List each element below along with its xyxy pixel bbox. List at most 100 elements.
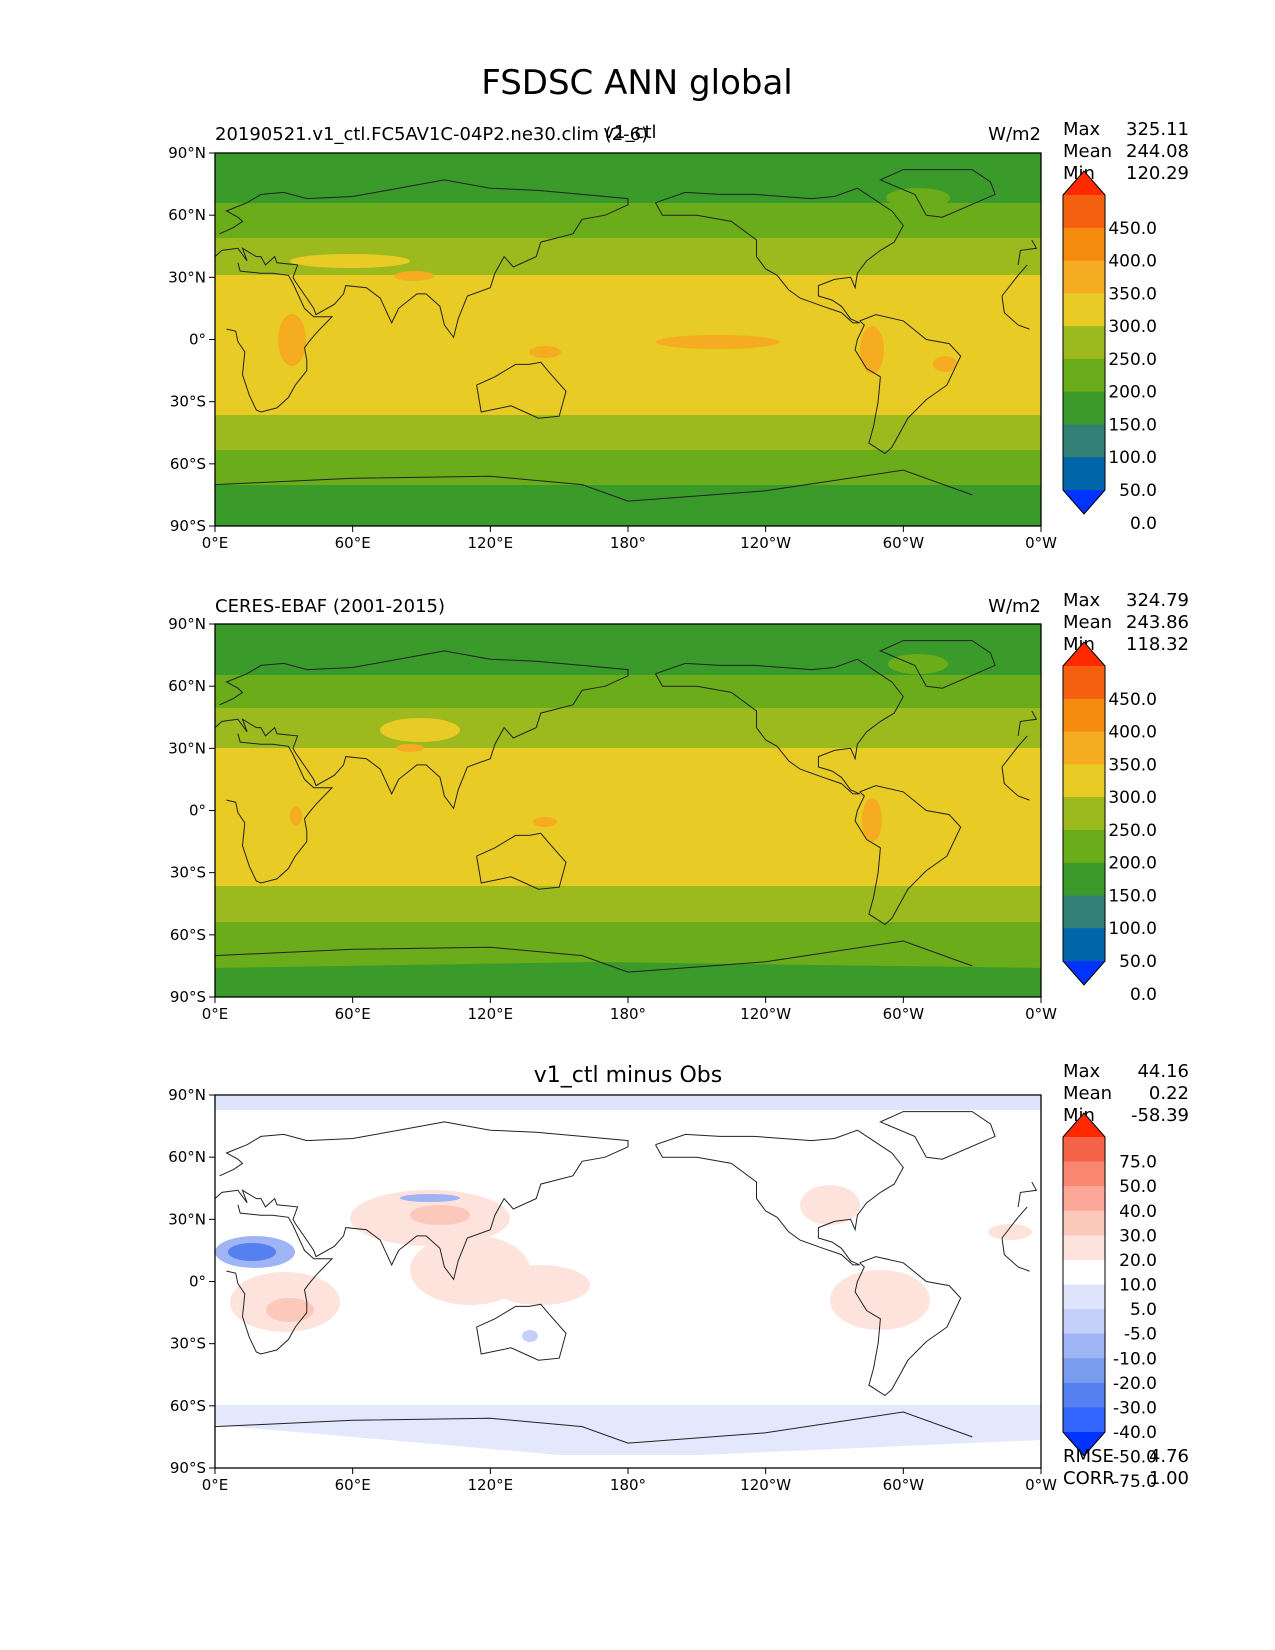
colorbar-band — [1063, 797, 1105, 831]
panel-diff: v1_ctl minus Obs 90°N60°N30°N0°30°S60°S9… — [168, 1061, 1189, 1494]
panel-model-center-title: v1_ctl — [603, 122, 656, 143]
colorbar-band — [1063, 424, 1105, 458]
colorbar-band — [1063, 928, 1105, 962]
stat-value-max: 324.79 — [1126, 590, 1189, 611]
colorbar-band — [1063, 666, 1105, 700]
colorbar-diff: 75.0 50.0 40.0 30.0 20.0 10.0 5.0 -5.0 -10.0 -20.… — [1062, 1112, 1157, 1492]
colorbar-model: 450.0 400.0 350.0 300.0 250.0 200.0 150.0 100.0… — [1062, 170, 1157, 534]
stat-value-rmse: 4.76 — [1149, 1446, 1189, 1467]
colorbar-band — [1063, 293, 1105, 327]
colorbar-extend-max — [1063, 1113, 1105, 1137]
colorbar-extend-min — [1063, 490, 1105, 514]
coastline — [655, 1129, 904, 1266]
coastline — [879, 169, 996, 218]
stat-value-mean: 0.22 — [1149, 1083, 1189, 1104]
colorbar-extend-min — [1063, 1432, 1105, 1456]
colorbar-band — [1063, 195, 1105, 229]
colorbar-band — [1063, 1382, 1105, 1408]
stat-label-max: Max — [1063, 119, 1101, 140]
coastline — [214, 179, 1038, 339]
lon-tick-label: 120°E — [468, 534, 514, 552]
panel-model-left-title: 20190521.v1_ctl.FC5AV1C-04P2.ne30.clim (… — [215, 124, 648, 145]
stat-label-mean: Mean — [1063, 141, 1112, 162]
model-lon-ticks: 0°E 60°E 120°E 180° 120°W 60°W 0°W — [202, 526, 1057, 552]
coastline — [214, 1121, 1038, 1281]
lat-tick-label: 30°N — [168, 1210, 206, 1228]
lat-tick-label: 90°S — [170, 1459, 206, 1477]
coastline — [226, 1204, 1030, 1355]
colorbar-band — [1063, 260, 1105, 294]
stat-value-min: 118.32 — [1126, 634, 1189, 655]
colorbar-band — [1063, 895, 1105, 929]
map-obs — [214, 623, 1042, 998]
coastline — [854, 785, 962, 926]
stat-value-min: -58.39 — [1131, 1105, 1189, 1126]
colorbar-label: 100.0 — [1108, 919, 1157, 939]
panel-obs-units: W/m2 — [988, 596, 1041, 617]
lat-tick-label: 0° — [189, 802, 206, 820]
panel-obs: CERES-EBAF (2001-2015) W/m2 90°N 60°N 30°N… — [168, 590, 1189, 1023]
lat-tick-label: 60°N — [168, 1148, 206, 1166]
colorbar-band — [1063, 1309, 1105, 1335]
colorbar-band — [1063, 1284, 1105, 1310]
lon-tick-label: 120°W — [740, 1476, 791, 1494]
colorbar-label: 30.0 — [1119, 1226, 1157, 1246]
lon-tick-label: 180° — [610, 1476, 646, 1494]
colorbar-label: -50.0 — [1113, 1448, 1157, 1468]
coastline — [879, 640, 996, 689]
colorbar-band — [1063, 829, 1105, 864]
panel-obs-left-title: CERES-EBAF (2001-2015) — [215, 596, 445, 617]
lon-tick-label: 60°W — [883, 1476, 925, 1494]
lat-tick-label: 30°N — [168, 739, 206, 757]
map-diff — [214, 1094, 1042, 1469]
colorbar-label: 300.0 — [1108, 788, 1157, 808]
colorbar-outline — [1062, 641, 1106, 986]
coastline — [214, 650, 1038, 810]
coastline — [214, 469, 973, 502]
colorbar-label: 40.0 — [1119, 1202, 1157, 1222]
colorbar-band — [1063, 227, 1105, 262]
colorbar-label: 50.0 — [1119, 1177, 1157, 1197]
coastline — [854, 314, 962, 455]
coastline — [655, 658, 904, 795]
colorbar-label: 20.0 — [1119, 1251, 1157, 1271]
colorbar-label: 0.0 — [1130, 514, 1157, 534]
lon-tick-label: 120°W — [740, 534, 791, 552]
colorbar-band — [1063, 1333, 1105, 1359]
lat-tick-label: 60°N — [168, 677, 206, 695]
colorbar-label: -5.0 — [1124, 1325, 1157, 1345]
coastline — [214, 940, 973, 973]
colorbar-label: 0.0 — [1130, 985, 1157, 1005]
lat-tick-label: 30°S — [170, 393, 206, 411]
lon-tick-label: 60°W — [883, 1005, 925, 1023]
colorbar-label: -40.0 — [1113, 1423, 1157, 1443]
colorbar-outline — [1062, 170, 1106, 515]
stat-value-corr: 1.00 — [1149, 1468, 1189, 1489]
colorbar-outline — [1062, 1112, 1106, 1457]
lat-tick-label: 0° — [189, 331, 206, 349]
colorbar-band — [1063, 1235, 1105, 1261]
stat-value-max: 44.16 — [1137, 1061, 1189, 1082]
colorbar-label: 150.0 — [1108, 415, 1157, 435]
lon-tick-label: 60°E — [335, 1476, 371, 1494]
stat-value-max: 325.11 — [1126, 119, 1189, 140]
coastline — [854, 1256, 962, 1397]
diff-lat-ticks: 90°N 60°N 30°N 0° 30°S 60°S 90°S — [168, 1086, 215, 1477]
colorbar-obs: 450.0 400.0 350.0 300.0 250.0 200.0 150.0 100.0… — [1062, 641, 1157, 1005]
colorbar-band — [1063, 358, 1105, 393]
stat-label-max: Max — [1063, 590, 1101, 611]
lon-tick-label: 0°W — [1025, 1005, 1057, 1023]
stat-label-mean: Mean — [1063, 1083, 1112, 1104]
lat-tick-label: 90°S — [170, 517, 206, 535]
colorbar-extend-max — [1063, 642, 1105, 666]
lat-tick-label: 0° — [189, 1273, 206, 1291]
colorbar-band — [1063, 457, 1105, 491]
colorbar-label: -75.0 — [1113, 1472, 1157, 1492]
stat-label-mean: Mean — [1063, 612, 1112, 633]
lon-tick-label: 120°W — [740, 1005, 791, 1023]
colorbar-band — [1063, 326, 1105, 360]
colorbar-label: 75.0 — [1119, 1153, 1157, 1173]
lon-tick-label: 0°W — [1025, 534, 1057, 552]
panel-model-stats: Max 325.11 Mean 244.08 Min 120.29 — [1063, 119, 1189, 184]
